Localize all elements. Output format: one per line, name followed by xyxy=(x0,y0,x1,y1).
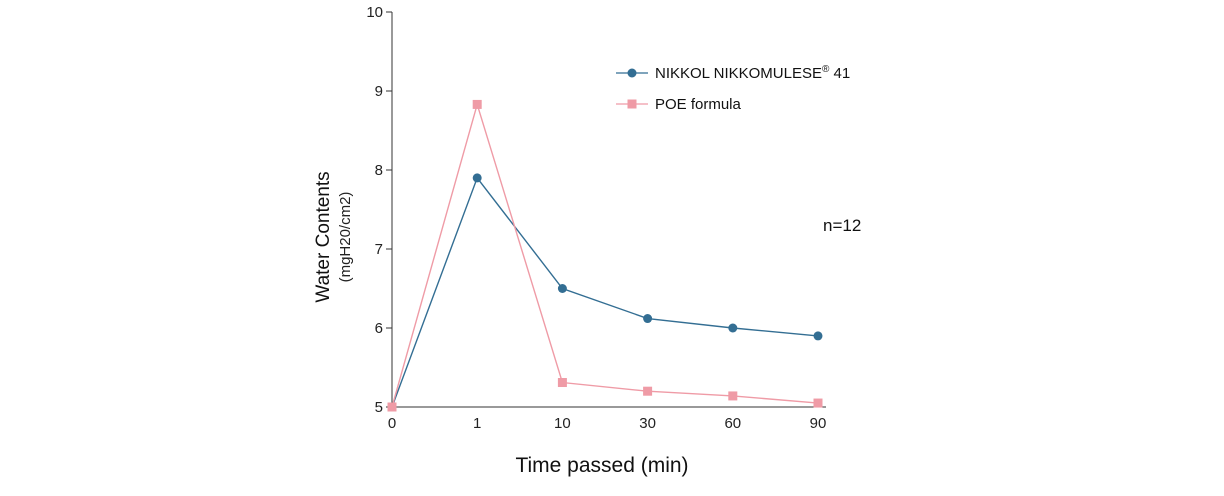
data-point-nikkomulese xyxy=(557,284,567,293)
legend-item-nikkomulese: NIKKOL NIKKOMULESE® 41 xyxy=(616,64,850,82)
x-tick-label: 1 xyxy=(473,415,481,432)
data-point-nikkomulese xyxy=(643,314,653,324)
y-tick-label: 6 xyxy=(375,320,383,337)
y-tick-label: 5 xyxy=(375,399,383,416)
legend-label-nikkomulese-suffix: 41 xyxy=(829,65,850,82)
y-axis-title-group: Water Contents (mgH20/cm2) xyxy=(313,171,354,302)
data-point-poe xyxy=(643,386,653,396)
data-point-poe xyxy=(387,402,397,412)
x-tick-label: 90 xyxy=(810,415,827,432)
data-point-poe xyxy=(472,99,482,109)
x-tick-label: 30 xyxy=(639,415,656,432)
y-ticks: 5 6 7 8 9 10 xyxy=(366,4,392,416)
data-point-nikkomulese xyxy=(728,323,738,333)
legend-marker-poe xyxy=(627,99,637,109)
axes xyxy=(391,12,826,408)
legend-label-nikkomulese: NIKKOL NIKKOMULESE® 41 xyxy=(655,64,850,82)
x-axis-title: Time passed (min) xyxy=(515,454,688,477)
data-point-poe xyxy=(813,398,823,408)
y-tick-label: 10 xyxy=(366,4,383,21)
legend: NIKKOL NIKKOMULESE® 41 POE formula xyxy=(616,64,850,113)
y-axis-title: Water Contents xyxy=(313,171,334,302)
data-point-nikkomulese xyxy=(813,331,823,341)
sample-size-annotation: n=12 xyxy=(823,216,861,235)
series-line-nikkomulese xyxy=(391,176,819,408)
x-tick-label: 0 xyxy=(388,415,396,432)
x-tick-label: 10 xyxy=(554,415,571,432)
legend-label-poe: POE formula xyxy=(655,96,742,113)
y-tick-label: 8 xyxy=(375,162,383,179)
series-layer xyxy=(387,99,823,412)
data-point-poe xyxy=(728,391,738,401)
series-line-poe xyxy=(391,101,819,408)
legend-label-nikkomulese-sup: ® xyxy=(822,64,830,75)
series-nikkomulese xyxy=(387,173,823,412)
legend-item-poe: POE formula xyxy=(616,96,742,113)
series-poe xyxy=(387,99,823,412)
legend-label-nikkomulese-main: NIKKOL NIKKOMULESE xyxy=(655,65,822,82)
y-tick-label: 7 xyxy=(375,241,383,258)
data-point-poe xyxy=(557,378,567,388)
y-tick-label: 9 xyxy=(375,83,383,100)
y-axis-unit: (mgH20/cm2) xyxy=(337,192,354,283)
x-tick-label: 60 xyxy=(724,415,741,432)
data-point-nikkomulese xyxy=(472,173,482,183)
legend-marker-nikkomulese xyxy=(627,68,637,78)
x-ticks: 0 1 10 30 60 90 xyxy=(388,415,827,432)
